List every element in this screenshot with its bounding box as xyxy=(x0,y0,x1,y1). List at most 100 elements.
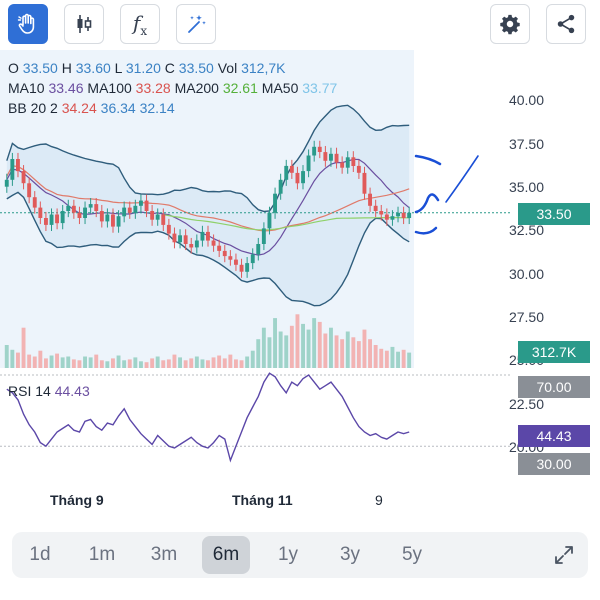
volume-bar xyxy=(71,359,76,368)
share-button[interactable] xyxy=(546,4,586,44)
candle-body xyxy=(384,214,389,220)
volume-bar xyxy=(111,358,115,368)
volume-bar xyxy=(289,325,294,368)
high-label: H xyxy=(61,60,72,76)
candle-body xyxy=(206,231,210,241)
high-value: 33.60 xyxy=(75,60,111,76)
candle-body xyxy=(295,172,300,184)
volume-bar xyxy=(345,331,350,368)
volume-bar xyxy=(384,350,389,368)
range-button-3m[interactable]: 3m xyxy=(150,544,178,565)
range-button-3y[interactable]: 3y xyxy=(339,544,361,565)
candle-body xyxy=(351,157,356,166)
volume-bar xyxy=(295,314,300,368)
volume-bar xyxy=(390,346,395,368)
volume-bar xyxy=(222,358,227,368)
candle-body xyxy=(373,205,378,211)
volume-bar xyxy=(10,349,15,368)
candle-body xyxy=(189,244,194,248)
indicators-button[interactable]: fx xyxy=(120,4,160,44)
candle-body xyxy=(200,231,205,241)
candle-body xyxy=(323,152,328,161)
candle-body xyxy=(396,212,400,217)
rsi-oversold-tag: 30.00 xyxy=(518,453,590,475)
ohlc-readout: O 33.50 H 33.60 L 31.20 C 33.50 Vol 312,… xyxy=(8,60,285,76)
candle-body xyxy=(71,205,76,213)
open-value: 33.50 xyxy=(22,60,58,76)
volume-bar xyxy=(178,357,182,368)
volume-bar xyxy=(334,335,339,368)
range-button-1m[interactable]: 1m xyxy=(88,544,116,565)
volume-bar xyxy=(166,359,171,368)
candle-body xyxy=(239,264,244,272)
volume-bar xyxy=(55,353,59,368)
rsi-readout: RSI 14 44.43 xyxy=(8,383,90,399)
bb-readout: BB 20 2 34.24 36.34 32.14 xyxy=(8,100,175,116)
ma100-line xyxy=(6,165,410,232)
volume-bar xyxy=(351,337,356,368)
annotation-stroke xyxy=(414,226,438,235)
settings-button[interactable] xyxy=(490,4,530,44)
candle-body xyxy=(133,205,138,213)
volume-bar xyxy=(144,362,149,368)
price-chart[interactable] xyxy=(0,50,600,480)
bb-middle-value: 36.34 xyxy=(100,100,136,116)
candle-body xyxy=(317,146,322,152)
volume-bar xyxy=(401,349,406,368)
chart-area[interactable]: O 33.50 H 33.60 L 31.20 C 33.50 Vol 312,… xyxy=(0,50,600,480)
candle-body xyxy=(340,162,345,168)
candle-body xyxy=(306,155,311,172)
candle-body xyxy=(161,214,166,225)
volume-bar xyxy=(256,339,261,368)
hand-tool-button[interactable] xyxy=(8,4,48,44)
candle-type-button[interactable] xyxy=(64,4,104,44)
candle-body xyxy=(284,165,289,180)
candle-body xyxy=(234,259,238,265)
candle-body xyxy=(66,205,71,211)
candle-body xyxy=(289,165,294,173)
ma10-value: 33.46 xyxy=(48,80,84,96)
candle-body xyxy=(172,233,177,243)
ma100-label: MA100 xyxy=(87,80,132,96)
price-axis-label: 32.50 xyxy=(508,222,544,238)
volume-label: Vol xyxy=(217,60,238,76)
price-axis-label: 37.50 xyxy=(508,136,544,152)
range-button-1d[interactable]: 1d xyxy=(29,544,51,565)
rsi-line xyxy=(6,372,410,463)
magic-wand-icon xyxy=(188,15,206,33)
hand-icon xyxy=(17,13,35,34)
volume-bar xyxy=(234,359,238,368)
range-button-5y[interactable]: 5y xyxy=(401,544,423,565)
expand-arrows-icon xyxy=(555,546,573,564)
volume-bar xyxy=(99,360,104,368)
expand-button[interactable] xyxy=(550,541,578,569)
volume-bar xyxy=(317,321,322,368)
range-selector: 1d 1m 3m 6m 1y 3y 5y xyxy=(12,532,588,578)
candle-body xyxy=(301,171,305,184)
candlestick-icon xyxy=(77,15,92,33)
volume-bar xyxy=(150,358,155,368)
candle-body xyxy=(94,204,99,211)
volume-bar xyxy=(239,360,244,368)
volume-bar xyxy=(323,333,328,368)
ma50-label: MA50 xyxy=(261,80,299,96)
candle-body xyxy=(401,212,406,218)
volume-bar xyxy=(261,327,266,368)
volume-bar xyxy=(340,339,345,368)
candle-body xyxy=(194,240,199,248)
ma100-value: 33.28 xyxy=(135,80,171,96)
annotation-stroke xyxy=(414,193,440,214)
range-button-6m[interactable]: 6m xyxy=(202,536,250,574)
volume-bar xyxy=(122,360,127,368)
magic-draw-button[interactable] xyxy=(176,4,216,44)
candle-body xyxy=(166,224,171,234)
close-value: 33.50 xyxy=(178,60,214,76)
volume-bar xyxy=(127,359,132,368)
fx-icon: fx xyxy=(133,11,147,38)
bollinger-lower-line xyxy=(6,191,410,307)
price-axis-label: 30.00 xyxy=(508,266,544,282)
candle-body xyxy=(256,244,261,255)
range-button-1y[interactable]: 1y xyxy=(277,544,299,565)
volume-bar xyxy=(60,357,65,368)
price-axis-label: 35.00 xyxy=(508,179,544,195)
